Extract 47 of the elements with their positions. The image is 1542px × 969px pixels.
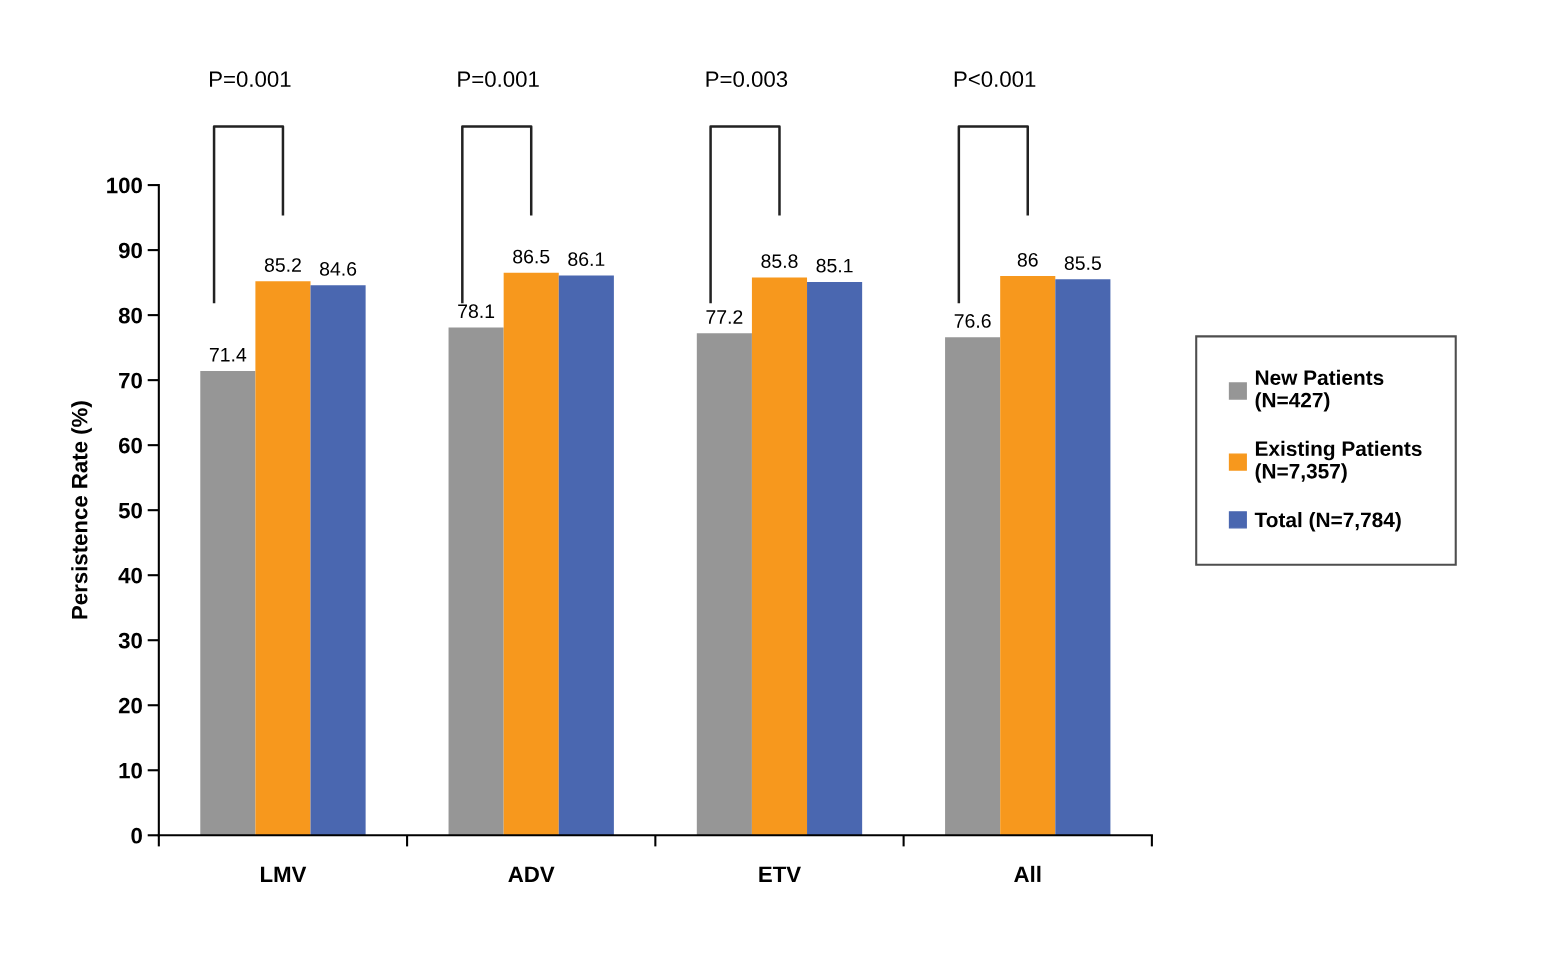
data-label: 85.1 [816, 258, 853, 273]
legend-label: Total (N=7,784) [1254, 512, 1401, 532]
data-label: 86.5 [513, 249, 550, 264]
bar [1055, 279, 1111, 836]
y-tick-label: 50 [118, 502, 142, 519]
x-tick-label: LMV [260, 866, 307, 882]
bar [503, 272, 559, 836]
text: P=0.001 [210, 71, 291, 88]
data-label: 85.8 [761, 254, 798, 269]
y-axis-title: Persistence Rate (%) [71, 401, 92, 619]
bar [1000, 276, 1056, 836]
data-label: 77.2 [706, 310, 743, 324]
bar [255, 281, 311, 836]
bar [200, 371, 256, 836]
data-label: 85.2 [264, 258, 301, 272]
bar [310, 285, 366, 836]
bar [751, 277, 808, 836]
y-tick-label: 0 [131, 827, 142, 844]
data-label: 84.6 [320, 262, 357, 276]
y-tick-label: 100 [107, 177, 142, 194]
text: P=0.001 [458, 71, 539, 88]
x-tick-label: All [1014, 865, 1041, 882]
data-label: 71.4 [209, 348, 247, 362]
y-tick-label: 30 [118, 632, 142, 649]
y-tick-label: 20 [118, 697, 142, 714]
data-label: 86.1 [568, 252, 605, 267]
y-tick-label: 80 [118, 307, 142, 324]
y-tick-label: 60 [118, 437, 142, 454]
bar [448, 327, 504, 836]
data-label: 85.5 [1064, 256, 1101, 270]
bar [558, 275, 614, 836]
x-tick-label: ETV [759, 866, 801, 882]
data-label: 78.1 [458, 304, 495, 319]
y-tick-label: 40 [118, 567, 142, 584]
bar [945, 337, 1001, 836]
bar [696, 333, 752, 836]
y-tick-label: 70 [119, 372, 142, 389]
text: P=0.003 [706, 71, 788, 88]
x-tick-label: ADV [508, 866, 555, 882]
data-label: 76.6 [954, 314, 991, 328]
y-tick-label: 90 [118, 242, 142, 259]
y-tick-label: 10 [119, 762, 142, 779]
legend-label: New Patients (N=427) [1255, 369, 1384, 412]
data-label: 86 [1017, 252, 1038, 267]
legend-label: Existing Patients (N=7,357) [1255, 440, 1422, 483]
text: P<0.001 [954, 71, 1036, 88]
bar [807, 281, 863, 836]
